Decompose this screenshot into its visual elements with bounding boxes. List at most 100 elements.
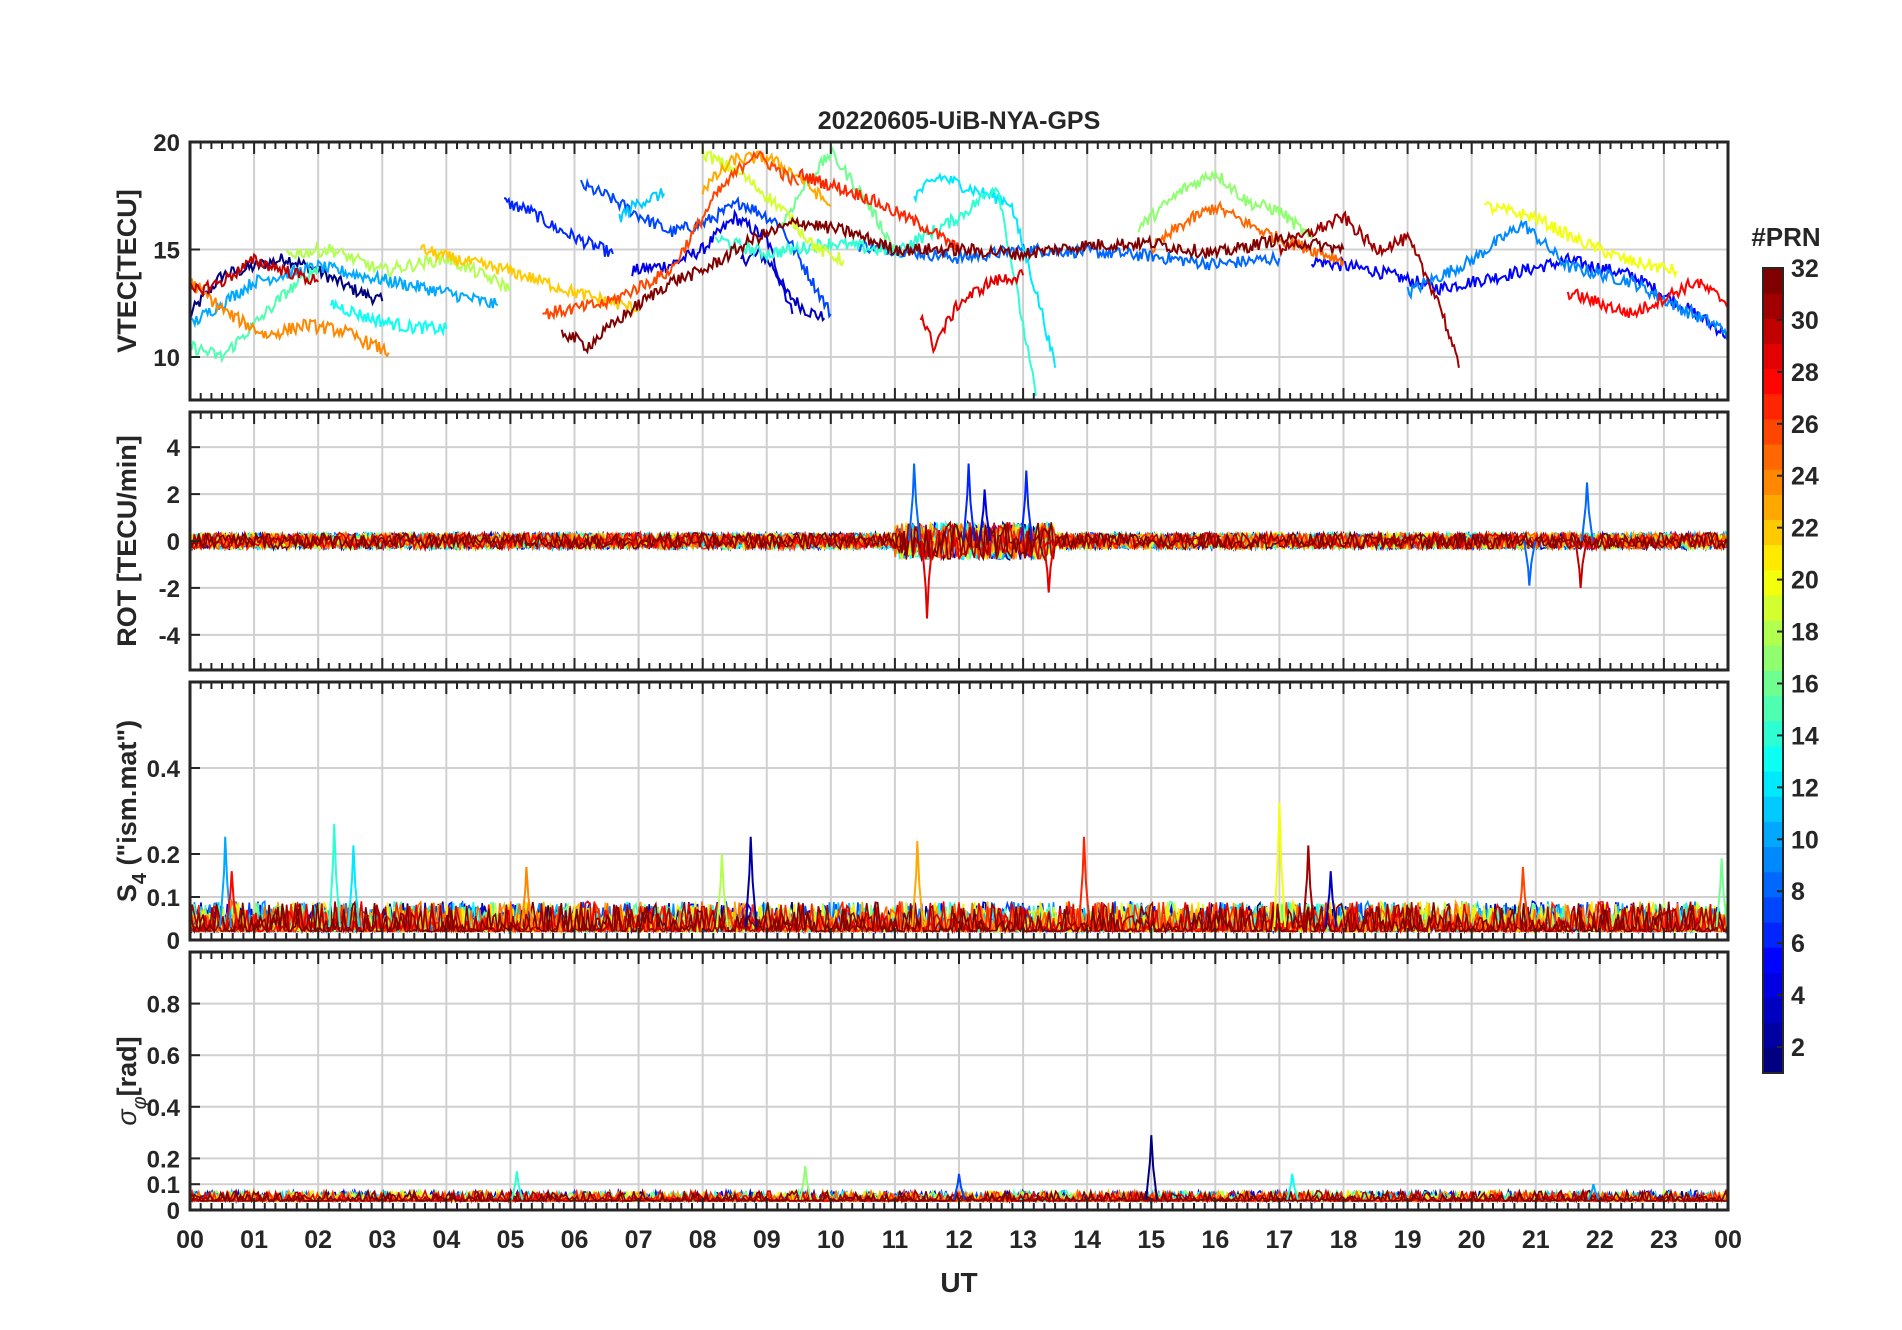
- panel-s4: 0 0.1 0.2 0.4S4 ("ism.mat"): [112, 680, 1730, 955]
- sigma_phi-spike-prn-14: [510, 1171, 524, 1200]
- colorbar-swatch: [1763, 595, 1783, 621]
- y-axis-label-s4: S4 ("ism.mat"): [112, 720, 151, 902]
- y-tick-label: 0.6: [147, 1043, 180, 1070]
- y-tick-label: 15: [153, 238, 180, 265]
- colorbar-swatch: [1763, 544, 1783, 571]
- s4-spike-prn-18: [715, 853, 729, 928]
- y-tick-label: 2: [167, 482, 180, 509]
- x-tick-label: 23: [1650, 1226, 1678, 1254]
- x-ticks-vtec: [189, 142, 1729, 400]
- colorbar-swatch: [1763, 469, 1783, 495]
- colorbar-swatch: [1763, 444, 1783, 470]
- colorbar-swatch: [1763, 620, 1783, 646]
- s4-spike-prn-26: [1516, 866, 1530, 928]
- colorbar-swatch: [1763, 1022, 1783, 1049]
- s4-spike-prn-14: [328, 823, 341, 928]
- y-tick-label: 0: [167, 928, 180, 955]
- colorbar-swatch: [1763, 997, 1783, 1024]
- colorbar-swatch: [1763, 569, 1783, 596]
- x-axis-label: UT: [940, 1267, 977, 1298]
- sigma_phi-spike-prn-10: [1587, 1183, 1601, 1201]
- s4-spike-prn-28: [225, 871, 239, 928]
- colorbar-tick-label: 20: [1791, 567, 1819, 595]
- vtec-series-prn-20: [1483, 200, 1678, 279]
- s4-spike-prn-12: [347, 845, 361, 928]
- plot-area-rot: [190, 463, 1728, 619]
- vtec-series-prn-23: [701, 150, 832, 208]
- colorbar-swatch: [1763, 418, 1783, 445]
- vtec-series-prn-3: [740, 246, 826, 323]
- colorbar-swatch: [1763, 821, 1783, 848]
- colorbar-tick-label: 22: [1791, 515, 1819, 543]
- colorbar-swatch: [1763, 293, 1783, 319]
- colorbar-swatch: [1763, 494, 1783, 521]
- s4-spike-prn-3: [1324, 871, 1338, 928]
- vtec-series-prn-24: [190, 278, 390, 358]
- x-ticks-sigma_phi: [189, 952, 1729, 1210]
- rot-spike-prn-30: [1574, 540, 1588, 588]
- x-tick-label: 16: [1201, 1226, 1229, 1254]
- colorbar-label: #PRN: [1751, 222, 1820, 252]
- vtec-series-prn-7: [579, 177, 832, 319]
- x-tick-label: 09: [753, 1226, 781, 1254]
- rot-spike-prn-8: [1580, 482, 1594, 542]
- vtec-series-prn-32: [560, 216, 1345, 355]
- colorbar-tick-label: 2: [1791, 1034, 1805, 1062]
- sigma_phi-spike-prn-7: [952, 1173, 966, 1200]
- x-tick-label: 02: [304, 1226, 332, 1254]
- colorbar-swatch: [1763, 871, 1783, 898]
- panel-sigma_phi: 00.10.2 0.4 0.6 0.8 σφ[rad]: [112, 950, 1730, 1225]
- panel-rot: -4 -2 0 2 4 ROT [TECU/min]: [112, 410, 1730, 672]
- x-ticks-s4: [189, 682, 1729, 940]
- x-tick-label: 08: [689, 1226, 717, 1254]
- vtec-series-prn-18: [285, 240, 511, 293]
- vtec-series-prn-17: [1137, 168, 1313, 240]
- y-tick-label: 20: [153, 130, 180, 157]
- y-tick-label: 0.1: [147, 885, 180, 912]
- colorbar-swatch: [1763, 745, 1783, 772]
- y-tick-label: 4: [167, 435, 181, 462]
- y-tick-label: 0.1: [147, 1172, 180, 1199]
- colorbar-swatch: [1763, 670, 1783, 697]
- x-tick-label: 00: [176, 1226, 204, 1254]
- x-tick-label: 11: [882, 1226, 909, 1254]
- vtec-series-prn-25: [1150, 200, 1345, 267]
- x-tick-label: 21: [1522, 1226, 1550, 1254]
- vtec-series-prn-13: [330, 298, 448, 337]
- colorbar-tick-label: 14: [1791, 722, 1819, 750]
- s4-spike-prn-23: [911, 841, 925, 928]
- vtec-series-prn-30: [190, 252, 319, 298]
- colorbar-swatch: [1763, 947, 1783, 973]
- vtec-series-prn-12: [913, 171, 1057, 368]
- colorbar-swatch: [1763, 896, 1783, 923]
- vtec-series-prn-31: [1278, 210, 1460, 368]
- y-tick-label: 0.4: [147, 1095, 181, 1122]
- colorbar-tick-label: 24: [1791, 463, 1819, 491]
- x-tick-label: 05: [497, 1226, 525, 1254]
- colorbar-tick-label: 30: [1791, 307, 1819, 335]
- x-tick-label: 03: [368, 1226, 396, 1254]
- colorbar-tick-label: 12: [1791, 774, 1819, 802]
- s4-spike-prn-10: [219, 836, 232, 928]
- s4-spike-prn-16: [1715, 858, 1728, 928]
- vtec-series-prn-16: [778, 145, 896, 250]
- colorbar-tick-label: 16: [1791, 670, 1819, 698]
- y-tick-label: 0: [167, 1198, 180, 1225]
- sigma_phi-spike-prn-1: [1145, 1135, 1158, 1200]
- colorbar-swatch: [1763, 972, 1783, 999]
- vtec-series-prn-10: [190, 259, 499, 329]
- colorbar-swatch: [1763, 720, 1783, 747]
- vtec-series-prn-19: [701, 147, 845, 267]
- sigma_phi-spike-prn-13: [1286, 1173, 1299, 1200]
- s4-spike-prn-27: [1077, 836, 1091, 928]
- x-tick-label: 07: [625, 1226, 653, 1254]
- colorbar-tick-label: 6: [1791, 930, 1805, 958]
- colorbar-tick-label: 4: [1791, 982, 1805, 1010]
- s4-spike-prn-31: [1302, 845, 1315, 928]
- colorbar-swatch: [1763, 393, 1783, 420]
- y-tick-label: -4: [159, 623, 181, 650]
- colorbar-tick-label: 32: [1791, 255, 1819, 283]
- colorbar-swatch: [1763, 519, 1783, 546]
